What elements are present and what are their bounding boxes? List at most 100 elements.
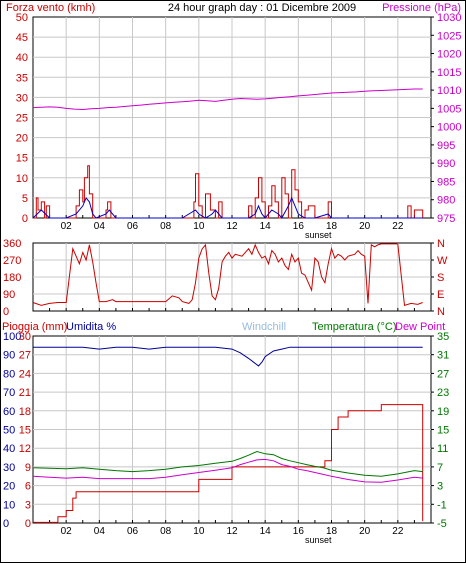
y-right-tick-label: 7	[437, 462, 443, 474]
y-right-tick-label: 19	[437, 406, 449, 418]
y-left-tick-label: 45	[16, 32, 28, 44]
y-inner-tick-label: 24	[19, 368, 31, 380]
y-right-tick-label: N	[437, 238, 445, 250]
y-left-tick-label: 35	[16, 72, 28, 84]
x-tick-label: 06	[127, 221, 139, 232]
x-tick-label: 16	[293, 526, 305, 537]
y-left-tick-label: 25	[16, 113, 28, 125]
y-left-tick-label: 40	[3, 443, 15, 455]
x-tick-label: 04	[94, 526, 106, 537]
y-right-tick-label: 31	[437, 350, 449, 362]
wind-direction-line	[32, 243, 423, 306]
x-tick-label: 14	[260, 221, 272, 232]
y-left-tick-label: 30	[16, 92, 28, 104]
y-right-tick-label: 1015	[437, 67, 461, 79]
y-left-tick-label: 10	[16, 173, 28, 185]
y-right-tick-label: 995	[437, 140, 455, 152]
temperature-line	[32, 450, 423, 477]
x-tick-label: 02	[61, 221, 73, 232]
y-left-tick-label: 5	[22, 193, 28, 205]
y-right-tick-label: -1	[437, 499, 447, 511]
y-right-tick-label: S	[437, 272, 444, 284]
dewpoint-label: Dew Point	[395, 321, 445, 333]
y-inner-tick-label: 3	[25, 499, 31, 511]
x-tick-label: 12	[226, 526, 238, 537]
pressure-axis-label: Pressione (hPa)	[382, 2, 461, 14]
wind-pressure-chart: 0510152025303540455097598098599099510001…	[16, 12, 462, 240]
pressure-line	[32, 88, 423, 111]
y-right-tick-label: 980	[437, 195, 455, 207]
y-right-tick-label: 990	[437, 158, 455, 170]
y-left-tick-label: 100	[3, 331, 21, 343]
x-tick-label: 20	[359, 221, 371, 232]
wind-gust-line	[32, 196, 423, 219]
x-tick-label: 12	[226, 221, 238, 232]
dewpoint-line	[32, 458, 423, 483]
y-inner-tick-label: 21	[19, 387, 31, 399]
y-inner-tick-label: 18	[19, 406, 31, 418]
y-left-tick-label: 80	[3, 368, 15, 380]
y-inner-tick-label: 27	[19, 350, 31, 362]
y-left-tick-label: 50	[3, 425, 15, 437]
y-left-tick-label: 360	[3, 238, 21, 250]
x-tick-label: 10	[193, 221, 205, 232]
x-tick-label: 06	[127, 526, 139, 537]
y-left-tick-label: 180	[3, 272, 21, 284]
y-right-tick-label: 985	[437, 176, 455, 188]
y-inner-tick-label: 6	[25, 481, 31, 493]
y-inner-tick-label: 12	[19, 443, 31, 455]
x-tick-label: 08	[160, 526, 172, 537]
temperature-label: Temperatura (°C)	[312, 321, 396, 333]
humidity-line	[33, 346, 423, 367]
humidity-axis-label: Umidita %	[66, 321, 116, 333]
y-right-tick-label: 35	[437, 331, 449, 343]
y-right-tick-label: 23	[437, 387, 449, 399]
y-right-tick-label: -5	[437, 518, 447, 530]
x-tick-label: 14	[260, 526, 272, 537]
rain-axis-label: Pioggia (mm)	[2, 321, 67, 333]
y-left-tick-label: 10	[3, 499, 15, 511]
y-right-tick-label: 1020	[437, 49, 461, 61]
y-left-tick-label: 20	[3, 481, 15, 493]
x-tick-label: 18	[326, 526, 338, 537]
y-left-tick-label: 30	[3, 462, 15, 474]
y-right-tick-label: N	[437, 306, 445, 318]
y-right-tick-label: 1010	[437, 85, 461, 97]
x-tick-label: 22	[392, 221, 404, 232]
y-right-tick-label: 11	[437, 443, 448, 455]
sunset-label: sunset	[305, 535, 332, 545]
y-inner-tick-label: 0	[25, 518, 31, 530]
y-left-tick-label: 40	[16, 52, 28, 64]
x-tick-label: 04	[94, 221, 106, 232]
y-left-tick-label: 90	[3, 350, 15, 362]
y-right-tick-label: 1005	[437, 103, 461, 115]
rain-line	[33, 404, 424, 523]
y-right-tick-label: 1025	[437, 30, 461, 42]
y-left-tick-label: 15	[16, 153, 28, 165]
y-left-tick-label: 0	[3, 306, 9, 318]
y-inner-tick-label: 30	[19, 331, 31, 343]
y-left-tick-label: 50	[16, 12, 28, 24]
x-tick-label: 22	[392, 526, 404, 537]
y-left-tick-label: 20	[16, 133, 28, 145]
x-tick-label: 16	[293, 221, 305, 232]
y-left-tick-label: 0	[3, 518, 9, 530]
x-tick-label: 18	[326, 221, 338, 232]
x-tick-label: 08	[160, 221, 172, 232]
sunset-label: sunset	[305, 230, 332, 240]
y-left-tick-label: 0	[22, 213, 28, 225]
y-inner-tick-label: 9	[25, 462, 31, 474]
x-tick-label: 02	[61, 526, 73, 537]
y-right-tick-label: 1030	[437, 12, 461, 24]
windchill-label: Windchill	[242, 321, 286, 333]
y-right-tick-label: 15	[437, 425, 449, 437]
y-right-tick-label: 975	[437, 213, 455, 225]
y-left-tick-label: 270	[3, 255, 21, 267]
y-left-tick-label: 60	[3, 406, 15, 418]
x-tick-label: 20	[359, 526, 371, 537]
wind-axis-label: Forza vento (kmh)	[6, 2, 95, 14]
y-inner-tick-label: 15	[19, 425, 31, 437]
